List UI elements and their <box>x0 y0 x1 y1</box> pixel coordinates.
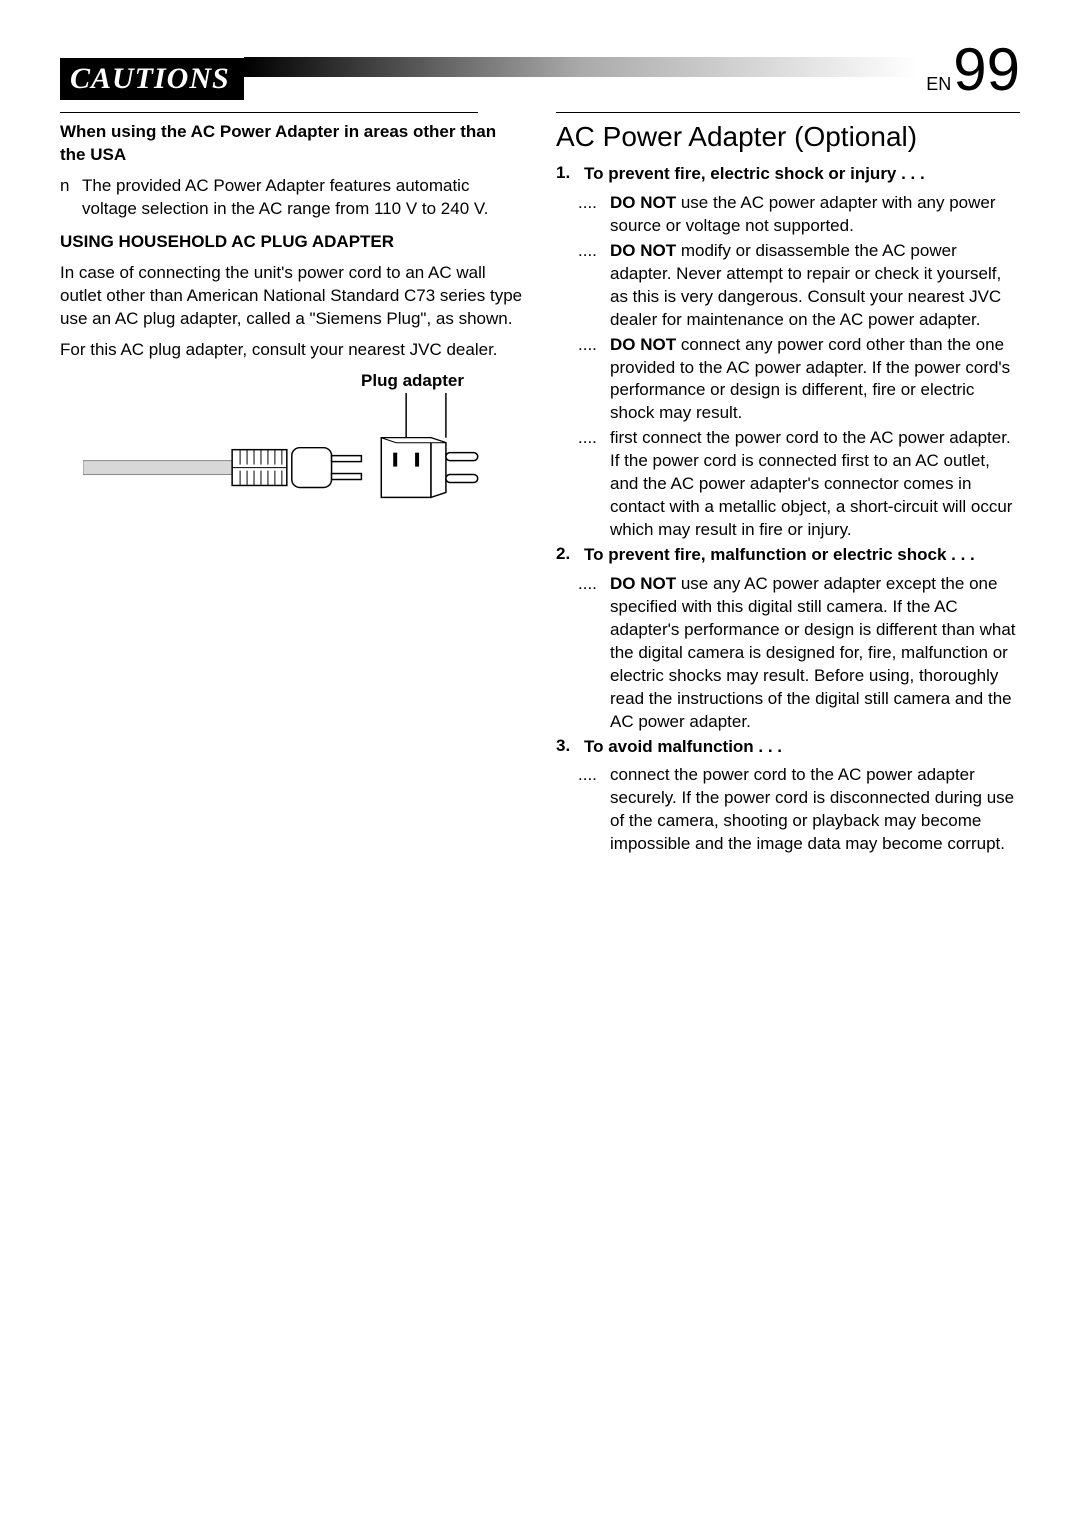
ac-adapter-title: AC Power Adapter (Optional) <box>556 121 1020 153</box>
sub-item: ....DO NOT modify or disassemble the AC … <box>578 240 1020 332</box>
household-heading: USING HOUSEHOLD AC PLUG ADAPTER <box>60 231 524 254</box>
page-number: 99 <box>953 40 1020 100</box>
sub-text: first connect the power cord to the AC p… <box>610 427 1020 542</box>
do-not-label: DO NOT <box>610 574 676 593</box>
list-heading: To prevent fire, malfunction or electric… <box>584 544 1020 567</box>
list-item: 1. To prevent fire, electric shock or inj… <box>556 163 1020 186</box>
note-marker: n <box>60 175 76 221</box>
sub-text: connect the power cord to the AC power a… <box>610 764 1020 856</box>
left-column: When using the AC Power Adapter in areas… <box>60 112 524 858</box>
sub-item: ....DO NOT use the AC power adapter with… <box>578 192 1020 238</box>
sub-marker: .... <box>578 427 604 542</box>
do-not-label: DO NOT <box>610 241 676 260</box>
header-gradient <box>244 57 919 77</box>
page-number-wrap: EN 99 <box>926 40 1020 100</box>
household-p1: In case of connecting the unit's power c… <box>60 262 524 331</box>
lang-label: EN <box>926 74 951 95</box>
usa-note-row: n The provided AC Power Adapter features… <box>60 175 524 221</box>
usa-note-text: The provided AC Power Adapter features a… <box>82 175 524 221</box>
sub-item: ....DO NOT use any AC power adapter exce… <box>578 573 1020 734</box>
plug-adapter-figure <box>83 393 501 512</box>
list-item: 2. To prevent fire, malfunction or electr… <box>556 544 1020 567</box>
page-header: CAUTIONS EN 99 <box>60 40 1020 100</box>
sub-marker: .... <box>578 334 604 426</box>
content-columns: When using the AC Power Adapter in areas… <box>60 112 1020 858</box>
usa-heading: When using the AC Power Adapter in areas… <box>60 121 524 167</box>
cautions-title: CAUTIONS <box>60 58 244 100</box>
household-p2: For this AC plug adapter, consult your n… <box>60 339 524 362</box>
left-rule <box>60 112 478 113</box>
sub-item: ....DO NOT connect any power cord other … <box>578 334 1020 426</box>
right-column: AC Power Adapter (Optional) 1. To prevent… <box>556 112 1020 858</box>
list-item: 3. To avoid malfunction . . . <box>556 736 1020 759</box>
list-number: 3. <box>556 736 578 759</box>
numbered-list: 1. To prevent fire, electric shock or inj… <box>556 163 1020 856</box>
list-number: 1. <box>556 163 578 186</box>
sub-text: DO NOT use any AC power adapter except t… <box>610 573 1020 734</box>
do-not-label: DO NOT <box>610 193 676 212</box>
right-rule <box>556 112 1020 113</box>
list-heading: To avoid malfunction . . . <box>584 736 1020 759</box>
do-not-label: DO NOT <box>610 335 676 354</box>
list-number: 2. <box>556 544 578 567</box>
list-heading: To prevent fire, electric shock or injur… <box>584 163 1020 186</box>
plug-adapter-label: Plug adapter <box>60 371 524 391</box>
sub-marker: .... <box>578 192 604 238</box>
sub-marker: .... <box>578 764 604 856</box>
sub-text: DO NOT use the AC power adapter with any… <box>610 192 1020 238</box>
sub-item: ....connect the power cord to the AC pow… <box>578 764 1020 856</box>
sub-text: DO NOT modify or disassemble the AC powe… <box>610 240 1020 332</box>
sub-item: ....first connect the power cord to the … <box>578 427 1020 542</box>
sub-marker: .... <box>578 573 604 734</box>
sub-text: DO NOT connect any power cord other than… <box>610 334 1020 426</box>
sub-marker: .... <box>578 240 604 332</box>
